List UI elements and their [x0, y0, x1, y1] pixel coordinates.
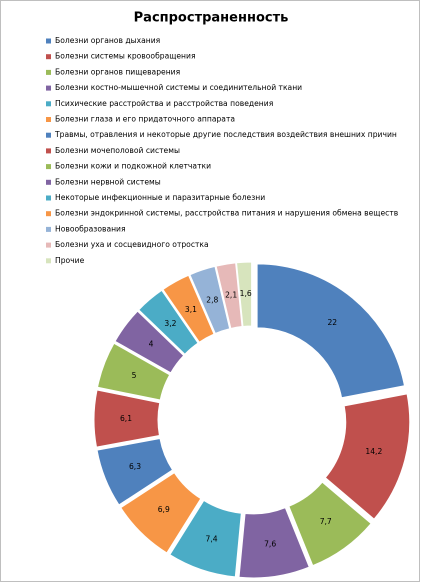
data-label: 22	[327, 318, 337, 327]
legend-swatch	[46, 258, 51, 264]
data-label: 6,9	[158, 505, 170, 514]
legend-label: Болезни органов дыхания	[55, 36, 160, 45]
doughnut-segment	[288, 481, 372, 567]
legend-label: Болезни мочеполовой системы	[55, 146, 180, 155]
legend-swatch	[46, 101, 51, 107]
legend-swatch	[46, 38, 51, 44]
legend-label: Новообразования	[55, 224, 126, 233]
legend-label: Болезни костно-мышечной системы и соедин…	[55, 83, 302, 92]
legend-label: Болезни нервной системы	[55, 177, 161, 186]
data-label: 7,7	[320, 517, 332, 526]
data-label: 6,1	[120, 414, 132, 423]
legend-label: Травмы, отравления и некоторые другие по…	[54, 130, 397, 139]
legend-swatch	[46, 242, 51, 248]
legend-label: Болезни системы кровообращения	[55, 52, 196, 61]
legend-label: Болезни эндокринной системы, расстройств…	[55, 209, 399, 218]
data-label: 1,6	[240, 289, 252, 298]
legend-label: Психические расстройства и расстройства …	[55, 99, 273, 108]
doughnut-segment	[256, 263, 406, 399]
data-label: 2,1	[225, 291, 237, 300]
legend-label: Болезни уха и сосцевидного отростка	[55, 240, 209, 249]
doughnut-segment	[93, 389, 161, 448]
data-label: 3,2	[164, 319, 176, 328]
legend-swatch	[46, 117, 51, 122]
legend-swatch	[46, 226, 51, 232]
legend-swatch	[46, 132, 51, 138]
legend-label: Болезни органов пищеварения	[55, 67, 180, 76]
doughnut-segment	[324, 393, 411, 520]
doughnut-segment	[162, 274, 215, 343]
data-label: 6,3	[129, 462, 141, 471]
doughnut-segment	[114, 310, 185, 374]
legend-label: Прочие	[55, 256, 85, 265]
data-label: 7,4	[206, 534, 218, 543]
legend-swatch	[46, 195, 51, 201]
legend-swatch	[46, 211, 51, 217]
legend-label: Некоторые инфекционные и паразитарные бо…	[55, 193, 265, 202]
doughnut-segment	[120, 472, 202, 554]
doughnut-segment	[169, 499, 242, 578]
legend-swatch	[46, 54, 51, 60]
data-label: 7,6	[264, 540, 276, 549]
doughnut-segment	[215, 262, 243, 330]
doughnut-segment	[235, 261, 253, 327]
legend-label: Болезни кожи и подкожной клетчатки	[55, 162, 211, 171]
doughnut-segment	[96, 437, 174, 506]
doughnut-segment	[138, 289, 199, 355]
doughnut-segment	[96, 342, 171, 401]
data-label: 4	[149, 340, 154, 349]
legend-swatch	[46, 179, 51, 185]
legend-swatch	[46, 164, 51, 170]
chart-title: Распространенность	[134, 11, 289, 26]
legend-swatch	[46, 69, 51, 75]
data-label: 3,1	[185, 305, 197, 314]
legend-label: Болезни глаза и его придаточного аппарат…	[55, 115, 235, 124]
doughnut-segment	[189, 265, 231, 335]
legend-swatch	[46, 85, 51, 91]
data-label: 2,8	[206, 295, 218, 304]
doughnut-segment	[238, 507, 310, 579]
data-label: 14,2	[365, 447, 382, 456]
data-label: 5	[132, 371, 137, 380]
legend-swatch	[46, 148, 51, 154]
